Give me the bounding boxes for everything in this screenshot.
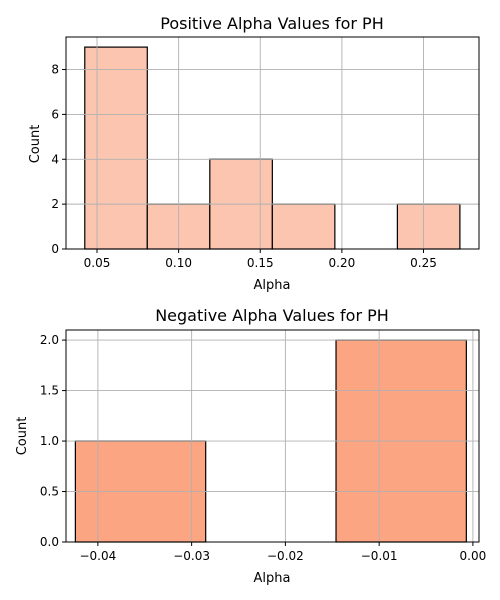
x-tick-label: 0.00 xyxy=(460,549,487,563)
y-tick-label: 4 xyxy=(51,152,59,166)
x-tick-label: −0.02 xyxy=(267,549,304,563)
x-tick-label: 0.20 xyxy=(329,256,356,270)
x-tick-label: −0.01 xyxy=(361,549,398,563)
x-axis-label: Alpha xyxy=(254,278,291,293)
x-tick-label: 0.15 xyxy=(247,256,274,270)
positive-alpha-histogram: Positive Alpha Values for PH Alpha Count… xyxy=(28,14,480,293)
plot-frame xyxy=(65,329,480,543)
histogram-bar xyxy=(84,46,148,250)
y-tick-label: 2 xyxy=(51,197,59,211)
y-tick-label: 6 xyxy=(51,107,59,121)
negative-alpha-histogram: Negative Alpha Values for PH Alpha Count… xyxy=(15,306,486,586)
y-tick-label: 0.0 xyxy=(40,535,59,549)
chart-title: Positive Alpha Values for PH xyxy=(160,14,383,33)
y-tick-label: 8 xyxy=(51,63,59,77)
chart-title: Negative Alpha Values for PH xyxy=(155,306,389,325)
x-tick-label: −0.03 xyxy=(173,549,210,563)
plot-frame xyxy=(65,36,480,250)
y-axis-label: Count xyxy=(15,417,30,456)
x-tick-label: 0.10 xyxy=(165,256,192,270)
y-tick-label: 0 xyxy=(51,242,59,256)
x-tick-label: 0.05 xyxy=(84,256,111,270)
y-tick-label: 2.0 xyxy=(40,333,59,347)
x-tick-label: 0.25 xyxy=(410,256,437,270)
histogram-bar xyxy=(271,203,336,250)
y-tick-label: 1.0 xyxy=(40,434,59,448)
x-tick-label: −0.04 xyxy=(79,549,116,563)
x-axis-label: Alpha xyxy=(254,571,291,586)
y-tick-label: 1.5 xyxy=(40,384,59,398)
histogram-bar xyxy=(396,203,461,250)
y-tick-label: 0.5 xyxy=(40,485,59,499)
y-axis-label: Count xyxy=(28,125,43,164)
